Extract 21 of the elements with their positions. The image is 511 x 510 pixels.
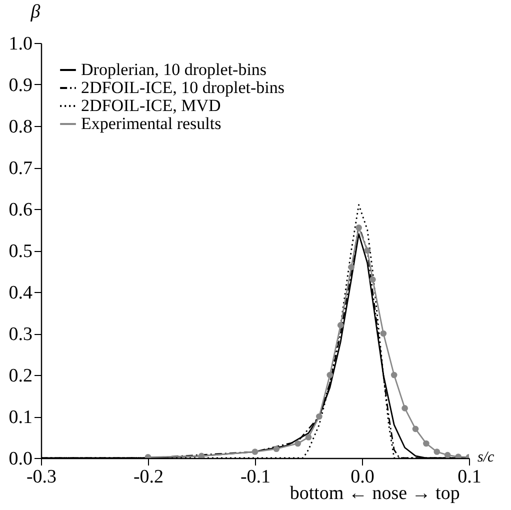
y-axis-title: β bbox=[30, 2, 41, 22]
legend-label: 2DFOIL-ICE, 10 droplet-bins bbox=[81, 78, 285, 97]
legend-label: Droplerian, 10 droplet-bins bbox=[81, 60, 267, 79]
y-tick-label: 0.8 bbox=[8, 116, 32, 138]
y-tick-label: 1.0 bbox=[8, 34, 32, 54]
y-tick-label: 0.0 bbox=[8, 448, 32, 470]
x-tick-label: -0.2 bbox=[133, 466, 164, 488]
y-tick-label: 0.2 bbox=[8, 366, 32, 386]
y-tick-label: 0.3 bbox=[8, 324, 32, 345]
x-axis-title: s/c bbox=[478, 450, 495, 466]
y-tick-label: 0.4 bbox=[8, 282, 33, 304]
y-tick-label: 0.6 bbox=[8, 200, 32, 220]
legend-label: Experimental results bbox=[81, 114, 222, 133]
legend-label: 2DFOIL-ICE, MVD bbox=[81, 96, 221, 115]
y-tick-label: 0.7 bbox=[8, 158, 32, 179]
x-tick-label: -0.3 bbox=[26, 466, 57, 488]
x-tick-label: 0.1 bbox=[458, 466, 482, 488]
y-tick-label: 0.9 bbox=[8, 75, 32, 96]
x-tick-label: -0.1 bbox=[240, 466, 271, 488]
y-tick-label: 0.5 bbox=[8, 241, 32, 262]
y-tick-label: 0.1 bbox=[8, 407, 32, 428]
